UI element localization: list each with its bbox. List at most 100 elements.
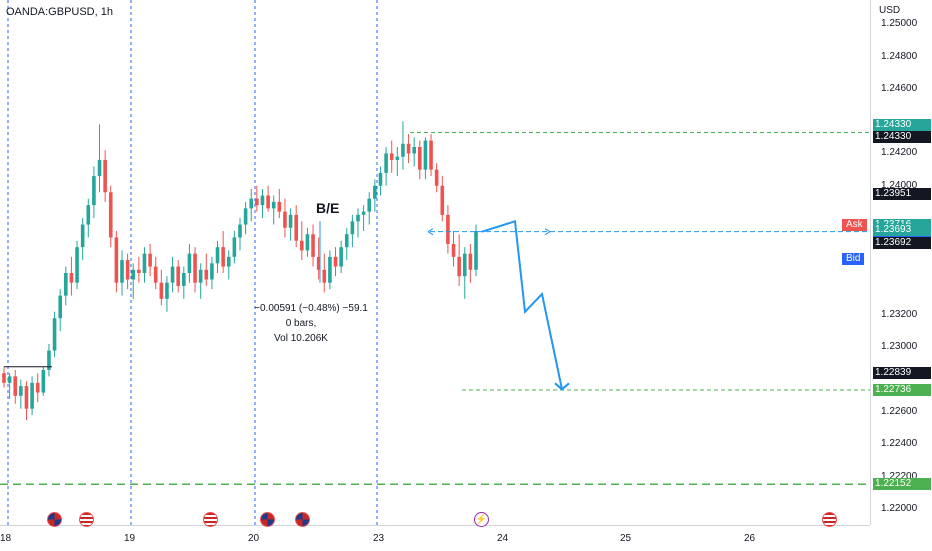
candle-body bbox=[277, 201, 282, 212]
measure-line3: Vol 10.206K bbox=[274, 333, 328, 344]
time-tick-label: 19 bbox=[124, 533, 136, 544]
time-tick-label: 20 bbox=[248, 533, 260, 544]
uk-flag-icon[interactable] bbox=[295, 512, 310, 527]
candle-body bbox=[412, 147, 416, 154]
candle-body bbox=[92, 176, 96, 206]
candle-body bbox=[35, 382, 40, 393]
candle-body bbox=[344, 234, 349, 248]
price-tick-label: 1.22200 bbox=[881, 470, 918, 482]
candle-body bbox=[148, 253, 152, 267]
candle-body bbox=[322, 269, 327, 283]
candle-body bbox=[125, 260, 130, 280]
candle-body bbox=[457, 256, 461, 277]
candle-body bbox=[255, 198, 259, 206]
uk-flag-icon[interactable] bbox=[47, 512, 62, 527]
candle-body bbox=[103, 159, 107, 193]
candle-body bbox=[462, 253, 467, 277]
candle-body bbox=[24, 386, 29, 409]
candle-body bbox=[131, 269, 136, 280]
candle-body bbox=[356, 214, 360, 222]
ask-tag: Ask bbox=[842, 219, 867, 231]
candle-body bbox=[361, 211, 366, 215]
candle-body bbox=[300, 240, 304, 251]
candle-body bbox=[243, 208, 248, 225]
candle-body bbox=[80, 224, 85, 248]
candle-body bbox=[58, 295, 62, 319]
candle-body bbox=[30, 382, 34, 409]
candle-body bbox=[468, 253, 473, 270]
lightning-icon[interactable]: ⚡ bbox=[474, 512, 489, 527]
candle-body bbox=[182, 273, 186, 286]
candle-body bbox=[108, 192, 113, 238]
candle-body bbox=[142, 253, 147, 273]
measure-arrowheads bbox=[427, 228, 551, 236]
time-axis[interactable]: 18 19 20 23 24 25 26 bbox=[0, 525, 870, 551]
price-tick-label: 1.24200 bbox=[881, 147, 918, 159]
price-label-tag: 1.23692 bbox=[873, 236, 931, 249]
price-label-tag: 1.23951 bbox=[873, 187, 931, 200]
candle-body bbox=[283, 211, 287, 228]
candle-body bbox=[159, 282, 164, 299]
price-axis[interactable]: USD 1.25000 1.24800 1.24600 1.24200 1.24000 1… bbox=[870, 0, 932, 525]
price-label-tag: 1.24330 bbox=[873, 131, 931, 144]
price-tick-label: 1.22600 bbox=[881, 405, 918, 417]
time-tick-label: 18 bbox=[0, 533, 12, 544]
price-chart-canvas[interactable] bbox=[0, 0, 870, 525]
candle-body bbox=[305, 234, 310, 251]
us-flag-icon[interactable] bbox=[79, 512, 94, 527]
time-tick-label: 26 bbox=[744, 533, 756, 544]
us-flag-icon[interactable] bbox=[203, 512, 218, 527]
price-label-tag: 1.22736 bbox=[873, 383, 931, 396]
time-tick-label: 24 bbox=[497, 533, 509, 544]
time-tick-label: 23 bbox=[373, 533, 385, 544]
measure-line1: −0.00591 (−0.48%) −59.1 bbox=[254, 303, 368, 314]
candle-body bbox=[69, 273, 74, 283]
candle-body bbox=[418, 147, 422, 170]
candle-body bbox=[446, 214, 450, 244]
price-tick-label: 1.25000 bbox=[881, 18, 918, 30]
candle-body bbox=[350, 221, 355, 235]
candle-body bbox=[316, 256, 321, 270]
candle-body bbox=[215, 247, 220, 264]
candle-body bbox=[260, 195, 265, 206]
candle-body bbox=[204, 269, 209, 280]
projection-path bbox=[481, 219, 563, 390]
candle-body bbox=[238, 224, 242, 238]
symbol-title[interactable]: OANDA:GBPUSD, 1h bbox=[6, 6, 113, 18]
candle-body bbox=[266, 195, 270, 209]
us-flag-icon[interactable] bbox=[822, 512, 837, 527]
price-tick-label: 1.24000 bbox=[881, 179, 918, 191]
candle-body bbox=[47, 350, 51, 370]
candle-body bbox=[367, 198, 372, 212]
candle-body bbox=[52, 318, 57, 351]
time-tick-label: 25 bbox=[620, 533, 632, 544]
bid-tag: Bid bbox=[842, 253, 865, 265]
candle-body bbox=[198, 269, 203, 283]
candle-body bbox=[2, 373, 6, 383]
candle-body bbox=[271, 201, 276, 209]
price-label-tag: 1.22152 bbox=[873, 478, 931, 491]
candle-body bbox=[378, 172, 383, 186]
price-tick-label: 1.24600 bbox=[881, 82, 918, 94]
candle-body bbox=[7, 376, 12, 383]
candle-body bbox=[395, 156, 400, 160]
measure-line2: 0 bars, bbox=[285, 318, 317, 329]
candle-body bbox=[232, 237, 237, 257]
candle-body bbox=[389, 153, 394, 160]
candle-body bbox=[114, 237, 119, 283]
price-tick-label: 1.24800 bbox=[881, 50, 918, 62]
candle-body bbox=[294, 214, 298, 241]
uk-flag-icon[interactable] bbox=[260, 512, 275, 527]
candle-body bbox=[120, 260, 124, 283]
price-tick-label: 1.22000 bbox=[881, 502, 918, 514]
candle-body bbox=[401, 143, 405, 157]
candle-body bbox=[13, 376, 18, 396]
candle-body bbox=[451, 243, 456, 257]
candle-body bbox=[75, 247, 79, 283]
candle-body bbox=[406, 143, 411, 154]
candle-body bbox=[429, 140, 433, 170]
candle-body bbox=[384, 153, 388, 173]
price-label-tag: 1.23693 bbox=[873, 224, 931, 237]
candle-body bbox=[328, 256, 332, 283]
